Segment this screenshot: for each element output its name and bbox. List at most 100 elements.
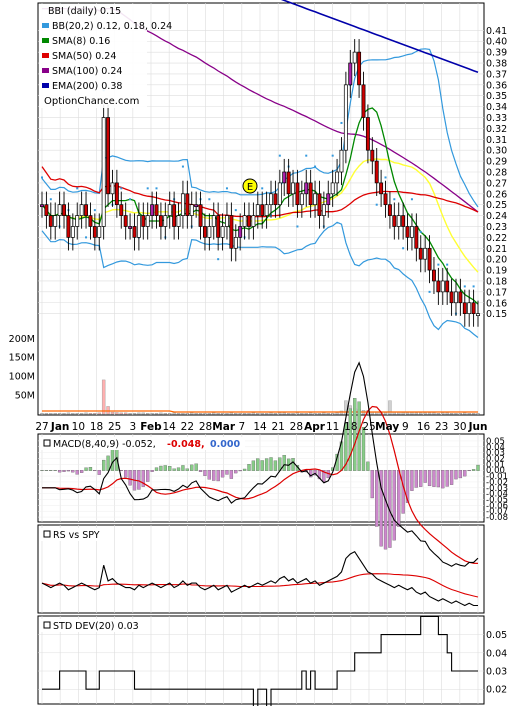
volume-bar	[330, 413, 335, 415]
macd-histogram-bar	[264, 458, 269, 471]
price-y-tick: 0.27	[486, 178, 507, 189]
candle-body	[75, 215, 80, 227]
macd-histogram-bar	[414, 470, 418, 488]
volume-bar	[145, 413, 150, 415]
candle-body	[216, 215, 221, 238]
x-tick-label: 18	[90, 421, 103, 433]
macd-hist-value: 0.000	[210, 439, 240, 450]
stddev-checkbox[interactable]	[43, 621, 51, 629]
candle-body	[70, 226, 75, 238]
macd-histogram-bar	[427, 470, 432, 487]
macd-histogram-bar	[225, 470, 229, 475]
x-tick-label: 14	[162, 421, 176, 433]
volume-bar	[423, 412, 427, 415]
macd-histogram-bar	[154, 467, 159, 471]
x-tick-label: 28	[290, 421, 303, 433]
volume-bar	[238, 413, 242, 415]
macd-histogram-bar	[313, 470, 317, 476]
candle-body	[432, 269, 436, 282]
macd-histogram-bar	[344, 423, 348, 471]
macd-histogram-bar	[247, 464, 251, 471]
candle-body	[202, 226, 207, 238]
candle-body	[220, 226, 225, 238]
macd-histogram-bar	[97, 470, 101, 475]
volume-bar	[128, 413, 132, 415]
sar-dot	[261, 187, 264, 190]
price-y-tick: 0.26	[486, 189, 507, 200]
candle-body	[308, 182, 313, 206]
candle-body	[260, 204, 265, 216]
x-tick-label: 25	[108, 421, 121, 433]
volume-y-tick: 200M	[9, 334, 35, 345]
indicator-lines	[41, 0, 479, 338]
volume-bar	[278, 412, 282, 415]
candle-body	[370, 149, 375, 162]
volume-bar	[194, 413, 198, 415]
candle-body	[247, 215, 251, 227]
legend-ema200: EMA(200) 0.38	[52, 81, 122, 92]
macd-histogram-bar	[463, 470, 467, 477]
volume-bar	[40, 413, 44, 415]
macd-histogram-bar	[159, 465, 163, 471]
volume-bar	[198, 413, 203, 415]
rs-lines	[41, 550, 479, 607]
volume-bar	[313, 413, 317, 415]
macd-histogram-bar	[256, 458, 260, 471]
sar-dot	[463, 285, 466, 288]
candle-body	[123, 215, 128, 227]
candle-body	[101, 117, 106, 227]
candle-body	[335, 171, 340, 184]
candle-body	[88, 215, 93, 227]
macd-histogram-bar	[190, 464, 194, 471]
earnings-marker[interactable]: E	[242, 178, 258, 194]
sar-dot	[375, 203, 378, 206]
price-legend: BBI (daily) 0.15 BB(20,2) 0.12, 0.18, 0.…	[39, 4, 172, 108]
price-y-tick: 0.29	[486, 157, 507, 168]
price-y-tick: 0.38	[486, 59, 507, 70]
candle-body	[365, 117, 370, 151]
x-tick-label: 7	[238, 421, 245, 433]
sar-dot	[384, 176, 387, 179]
volume-bar	[75, 413, 79, 415]
macd-histogram-bar	[163, 465, 167, 471]
macd-histogram-bar	[128, 470, 132, 486]
macd-y-tick: 0.00	[486, 466, 505, 476]
macd-histogram-bar	[71, 470, 75, 473]
sar-dot	[93, 209, 96, 212]
macd-y-tick: -0.08	[486, 513, 508, 523]
volume-bar	[458, 413, 463, 415]
sar-dot	[305, 154, 308, 157]
macd-histogram-bar	[260, 460, 264, 471]
macd-histogram-bar	[79, 470, 84, 473]
sar-dot	[49, 198, 52, 201]
rs-checkbox[interactable]	[43, 530, 51, 538]
candle-body	[106, 117, 111, 195]
candle-body	[167, 204, 172, 216]
rs-label: RS vs SPY	[53, 530, 100, 541]
macd-histogram-bar	[194, 463, 198, 471]
candle-body	[295, 182, 300, 206]
legend-swatch-sma50	[42, 53, 49, 58]
candle-body	[180, 193, 185, 216]
candle-body	[383, 193, 388, 206]
candle-body	[396, 215, 401, 227]
volume-bar	[326, 413, 330, 415]
price-y-tick: 0.31	[486, 135, 507, 146]
candle-body	[154, 204, 159, 216]
candle-body	[277, 182, 282, 206]
candle-body	[467, 302, 472, 315]
macd-histogram-bar	[458, 470, 463, 479]
macd-checkbox[interactable]	[43, 439, 51, 447]
volume-bar	[247, 413, 251, 415]
volume-bar	[388, 400, 392, 415]
candle-body	[321, 204, 326, 216]
candle-body	[92, 226, 97, 238]
volume-bar	[445, 412, 449, 415]
macd-histogram-bar	[282, 455, 286, 471]
sar-dot	[393, 198, 396, 201]
candle-body	[40, 204, 44, 208]
candle-body	[229, 215, 234, 249]
svg-text:E: E	[247, 182, 253, 193]
volume-bar	[432, 412, 436, 415]
volume-bar	[225, 413, 229, 415]
